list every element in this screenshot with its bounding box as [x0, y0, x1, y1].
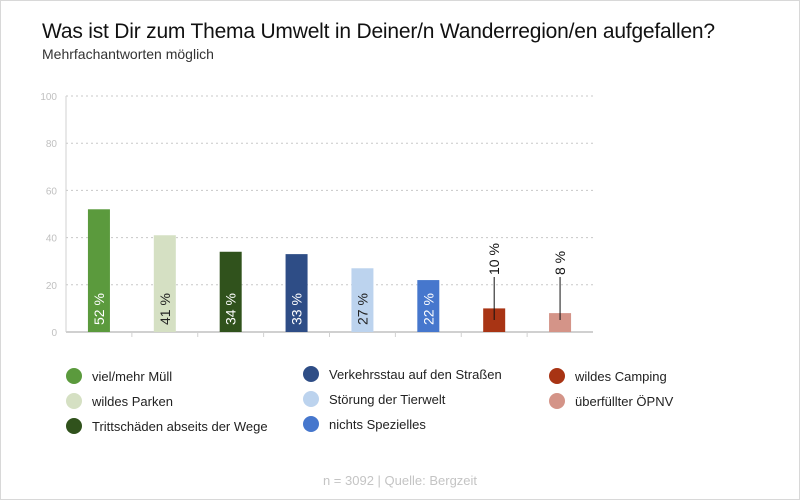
y-tick-label: 80: [46, 139, 58, 150]
bar-data-label: 27 %: [354, 293, 370, 325]
bar: [351, 268, 374, 332]
legend-col-1: viel/mehr Müll wildes Parken Trittschäde…: [66, 364, 268, 439]
legend-swatch: [549, 368, 565, 384]
legend-swatch: [549, 393, 565, 409]
legend-item[interactable]: wildes Camping: [549, 364, 673, 388]
bar-data-label: 41 %: [157, 293, 173, 325]
y-tick-label: 100: [40, 92, 57, 103]
chart-subtitle: Mehrfachantworten möglich: [42, 46, 214, 62]
bar: [153, 235, 176, 332]
legend-item[interactable]: Störung der Tierwelt: [303, 387, 502, 411]
legend-swatch: [66, 418, 82, 434]
legend-label: Trittschäden abseits der Wege: [92, 418, 268, 434]
bar-data-label: 34 %: [223, 293, 239, 325]
legend-col-2: Verkehrsstau auf den Straßen Störung der…: [303, 362, 502, 437]
legend-item[interactable]: Trittschäden abseits der Wege: [66, 414, 268, 438]
bar: [549, 313, 572, 332]
bar-data-label: 52 %: [91, 293, 107, 325]
bar-data-label: 8 %: [552, 251, 568, 275]
y-tick-label: 20: [46, 281, 58, 292]
legend-swatch: [303, 366, 319, 382]
legend-swatch: [66, 368, 82, 384]
bar: [87, 209, 110, 332]
legend-item[interactable]: wildes Parken: [66, 389, 268, 413]
legend-swatch: [303, 391, 319, 407]
legend-label: nichts Spezielles: [329, 416, 426, 432]
legend-label: wildes Camping: [575, 368, 667, 384]
bar-data-label: 22 %: [420, 293, 436, 325]
bar: [285, 254, 308, 332]
chart-title: Was ist Dir zum Thema Umwelt in Deiner/n…: [42, 20, 715, 43]
legend-swatch: [303, 416, 319, 432]
bar-data-label: 10 %: [486, 243, 502, 275]
bar: [483, 308, 506, 332]
bar: [417, 280, 440, 332]
legend-col-3: wildes Camping überfüllter ÖPNV: [549, 364, 673, 414]
legend-label: Störung der Tierwelt: [329, 391, 446, 407]
bar: [219, 251, 242, 332]
y-tick-label: 60: [46, 186, 58, 197]
source-footer: n = 3092 | Quelle: Bergzeit: [322, 473, 478, 488]
y-tick-label: 0: [51, 328, 57, 339]
legend-label: viel/mehr Müll: [92, 368, 173, 384]
legend-item[interactable]: Verkehrsstau auf den Straßen: [303, 362, 502, 386]
y-tick-label: 40: [46, 234, 58, 245]
bar-chart: 0 20 40 60 80 100 52 % 41 % 34 % 33 % 27 % 22 % 10 %…: [40, 92, 593, 339]
legend-swatch: [66, 393, 82, 409]
bar-data-label: 33 %: [289, 293, 305, 325]
legend-item[interactable]: überfüllter ÖPNV: [549, 389, 673, 413]
legend-item[interactable]: viel/mehr Müll: [66, 364, 268, 388]
legend-item[interactable]: nichts Spezielles: [303, 412, 502, 436]
legend-label: überfüllter ÖPNV: [575, 393, 674, 409]
legend-label: Verkehrsstau auf den Straßen: [329, 366, 502, 382]
legend-label: wildes Parken: [92, 393, 173, 409]
